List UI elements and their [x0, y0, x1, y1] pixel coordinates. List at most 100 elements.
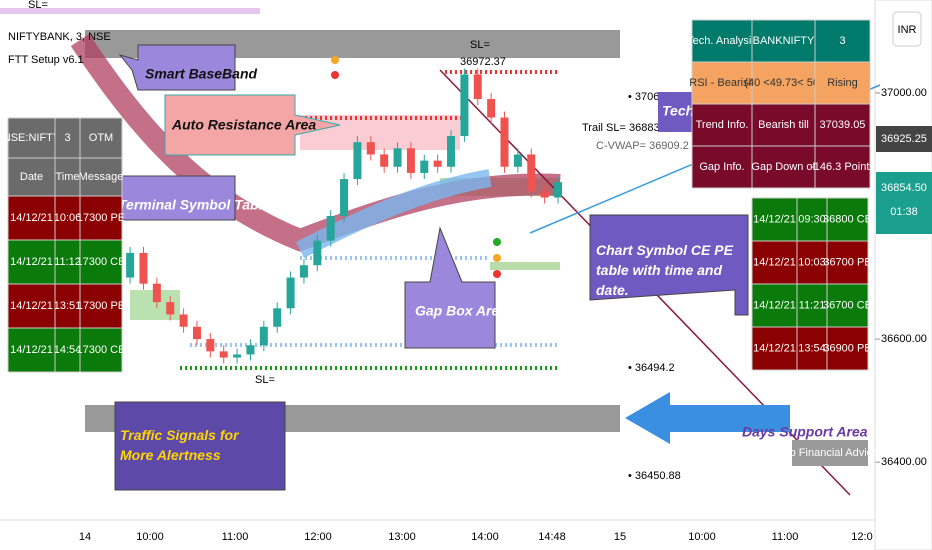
- table-cell: [691, 61, 753, 105]
- table-text: 10:06: [54, 212, 82, 224]
- candle: [473, 74, 482, 100]
- disclaimer: No Financial Advice: [782, 447, 879, 459]
- candle: [192, 326, 201, 340]
- currency[interactable]: INR: [898, 24, 917, 36]
- table-text: NSE:NIFTY: [3, 132, 61, 144]
- candle: [380, 154, 389, 167]
- table-text: 14/12/21: [753, 213, 796, 225]
- x-tick-label: 12:00: [304, 531, 332, 543]
- table-cell: [54, 327, 81, 373]
- symbol: NIFTYBANK, 3, NSE: [8, 31, 111, 43]
- traffic-light: [331, 71, 339, 79]
- table-text: Rising: [827, 77, 858, 89]
- table-cell: [814, 103, 871, 147]
- callout-text: Traffic Signals for More Alertness: [120, 427, 239, 463]
- table-text: 17300 CE: [77, 344, 126, 356]
- candle: [420, 160, 429, 173]
- table-text: 17300 CE: [77, 256, 126, 268]
- x-tick-label: 12:0: [851, 531, 872, 543]
- table-cell: [796, 283, 828, 328]
- table-text: Gap Down of: [751, 161, 816, 173]
- table-cell: [826, 240, 869, 285]
- candle: [126, 252, 135, 278]
- table-text: 36700 PE: [823, 256, 871, 268]
- resistance-box: [300, 115, 460, 150]
- table-cell: [79, 117, 123, 159]
- price-tag: [876, 126, 932, 152]
- y-tick-label: 36400.00: [881, 456, 927, 468]
- table-text: 09:30: [798, 213, 826, 225]
- candle: [286, 277, 295, 309]
- x-tick-label: 15: [614, 531, 626, 543]
- table-cell: [751, 326, 798, 371]
- callout-text: Chart Symbol CE PE table with time and d…: [596, 242, 733, 298]
- table-text: Message: [79, 171, 124, 183]
- table-text: 3: [839, 35, 845, 47]
- table-text: 14/12/21: [10, 212, 53, 224]
- x-tick-label: 10:00: [136, 531, 164, 543]
- traffic-light: [493, 238, 501, 246]
- candle: [393, 148, 402, 167]
- table-cell: [691, 19, 753, 63]
- x-tick-label: 11:00: [222, 531, 249, 543]
- x-tick-label: 14:48: [538, 531, 566, 543]
- callout: [114, 175, 236, 221]
- table-cell: [7, 157, 56, 197]
- callout-text: Gap Box Area: [415, 303, 507, 319]
- table-text: 17300 PE: [77, 300, 125, 312]
- table-text: Gap Info.: [699, 161, 744, 173]
- candle: [233, 354, 242, 358]
- candle: [527, 154, 536, 192]
- sl-label: SL=: [255, 374, 275, 386]
- table-text: 11:12: [54, 256, 81, 268]
- x-tick-label: 14:00: [471, 531, 499, 543]
- table-cell: [79, 283, 123, 329]
- table-text: Bearish till: [758, 119, 809, 131]
- callout-text: Smart BaseBand: [145, 66, 257, 82]
- table-cell: [691, 103, 753, 147]
- table-text: 37039.05: [820, 119, 866, 131]
- table-cell: [814, 145, 871, 189]
- traffic-light: [331, 56, 339, 64]
- candle: [513, 154, 522, 167]
- indicator: FTT Setup v6.1: [8, 54, 84, 66]
- table-text: (40 <49.73< 50): [744, 77, 822, 89]
- x-tick-label: 10:00: [688, 531, 716, 543]
- table-cell: [826, 283, 869, 328]
- x-tick-label: 11:00: [772, 531, 799, 543]
- last-price: 36854.50: [881, 182, 927, 194]
- candle: [500, 117, 509, 167]
- table-text: 36800 CE: [823, 213, 872, 225]
- candle: [460, 74, 469, 136]
- table-text: Time: [55, 171, 79, 183]
- table-text: Tech. Analysis: [687, 35, 757, 47]
- level-label: • 36450.88: [628, 470, 681, 482]
- table-text: RSI - Bearish: [689, 77, 754, 89]
- table-cell: [79, 327, 123, 373]
- table-cell: [796, 197, 828, 242]
- callout: [589, 214, 749, 316]
- price-tag: [876, 172, 932, 234]
- table-text: BANKNIFTY: [753, 35, 815, 47]
- candle: [166, 302, 175, 315]
- sl-label: SL=: [470, 39, 490, 51]
- table-cell: [814, 61, 871, 105]
- currency-button[interactable]: [892, 11, 922, 47]
- candle: [366, 142, 375, 155]
- x-tick-label: 13:00: [388, 531, 416, 543]
- table-text: 14/12/21: [753, 342, 796, 354]
- callout: [114, 401, 286, 491]
- table-cell: [751, 197, 798, 242]
- current-price: 36925.25: [881, 133, 927, 145]
- candle: [406, 148, 415, 173]
- traffic-light: [493, 254, 501, 262]
- table-text: 14/12/21: [10, 344, 53, 356]
- table-text: 10:03: [798, 256, 826, 268]
- table-cell: [796, 240, 828, 285]
- candle: [487, 99, 496, 118]
- table-cell: [796, 326, 828, 371]
- sl-label: SL=: [28, 0, 48, 11]
- table-text: 14/12/21: [10, 256, 53, 268]
- candle: [219, 351, 228, 358]
